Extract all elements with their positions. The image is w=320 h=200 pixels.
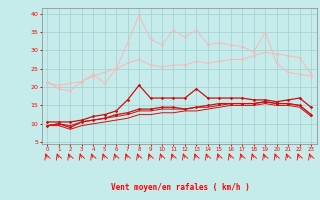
Text: Vent moyen/en rafales ( km/h ): Vent moyen/en rafales ( km/h )	[111, 183, 250, 192]
